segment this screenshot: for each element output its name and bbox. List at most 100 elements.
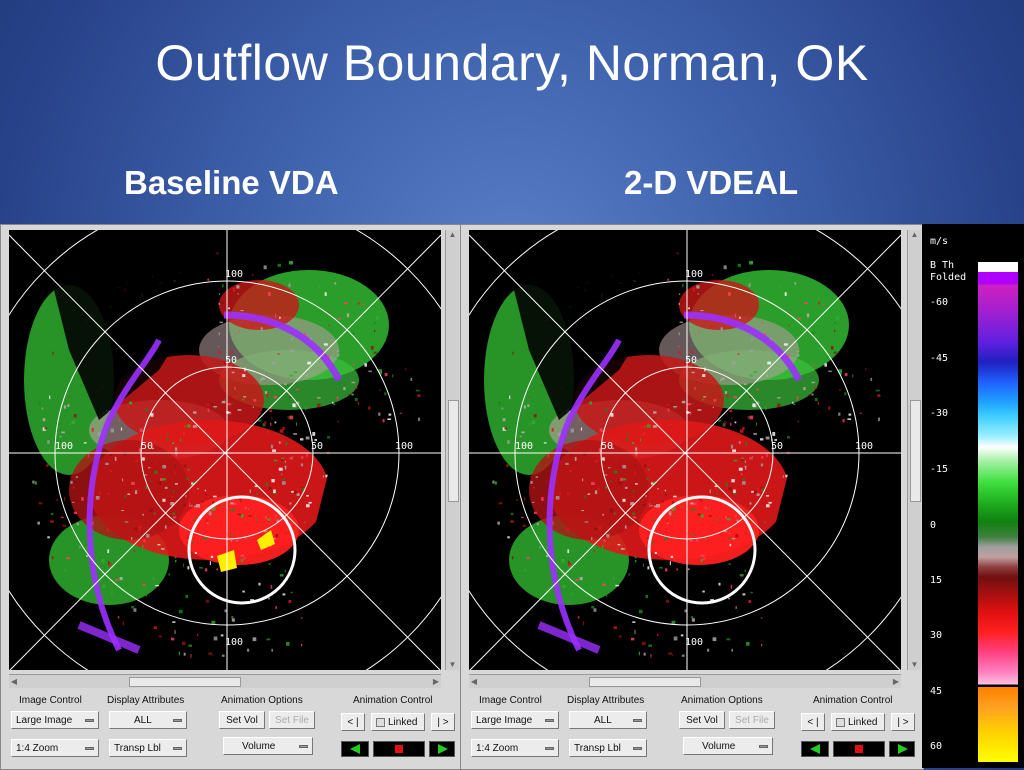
echo-speckle [741,457,745,459]
previous-frame-button[interactable]: < | [341,713,365,731]
right-vertical-scrollbar[interactable]: ▲ ▼ [907,230,921,670]
left-radar-display[interactable]: 100 50 100 50 50 100 100 [9,230,441,670]
next-frame-button[interactable]: | > [891,713,915,731]
echo-speckle [166,437,169,441]
left-vertical-scrollbar[interactable]: ▲ ▼ [445,230,459,670]
scroll-up-icon[interactable]: ▲ [910,230,919,239]
large-image-select[interactable]: Large Image [11,711,99,729]
echo-speckle [216,252,219,255]
set-vol-button[interactable]: Set Vol [219,711,265,729]
echo-speckle [731,361,736,365]
clear-air-region [759,420,901,670]
scroll-up-icon[interactable]: ▲ [448,230,457,239]
echo-speckle [692,287,696,292]
linked-toggle[interactable]: Linked [371,713,425,731]
echo-speckle [691,616,694,619]
echo-speckle [122,621,125,626]
scroll-thumb[interactable] [129,677,241,687]
echo-speckle [732,449,736,452]
echo-speckle [289,374,293,377]
folded-label-line2: Folded [930,272,967,283]
echo-speckle [568,560,570,565]
echo-speckle [835,351,839,353]
echo-speckle [32,480,35,484]
echo-speckle [249,489,251,493]
echo-speckle [644,426,646,428]
echo-speckle [252,274,254,277]
echo-speckle [669,561,671,566]
echo-speckle [765,406,767,411]
set-file-button[interactable]: Set File [729,711,775,729]
echo-speckle [693,502,697,505]
display-attribute-select[interactable]: ALL [569,711,647,729]
animation-options-label: Animation Options [221,695,303,706]
echo-speckle [166,433,169,435]
echo-speckle [848,413,852,416]
colorbar-tick: 45 [930,686,943,697]
echo-speckle [742,478,745,480]
label-mode-select[interactable]: Transp Lbl [109,739,187,757]
scroll-right-icon[interactable]: ▶ [432,677,440,686]
next-frame-button[interactable]: | > [431,713,455,731]
echo-speckle [370,346,374,350]
scroll-thumb[interactable] [589,677,701,687]
echo-speckle [766,504,770,508]
large-image-select[interactable]: Large Image [471,711,559,729]
colorbar-tick: 15 [930,575,943,586]
animation-mode-select[interactable]: Volume [223,737,313,755]
large-image-value: Large Image [476,715,533,726]
previous-frame-button[interactable]: < | [801,713,825,731]
linked-toggle[interactable]: Linked [831,713,885,731]
echo-speckle [803,387,806,391]
set-vol-button[interactable]: Set Vol [679,711,725,729]
echo-speckle [267,292,271,296]
echo-speckle [284,460,286,464]
play-forward-button[interactable] [889,741,915,757]
play-forward-button[interactable] [429,741,455,757]
echo-speckle [673,495,677,498]
echo-speckle [684,609,687,613]
echo-speckle [290,349,294,353]
echo-speckle [138,448,142,453]
display-attribute-select[interactable]: ALL [109,711,187,729]
left-horizontal-scrollbar[interactable]: ◀ ▶ [9,674,441,688]
stop-button[interactable] [373,741,425,757]
echo-speckle [681,400,686,404]
clear-air-region [9,230,209,420]
echo-speckle [724,530,728,533]
echo-speckle [204,568,208,572]
scroll-down-icon[interactable]: ▼ [910,660,919,669]
echo-speckle [95,496,100,500]
animation-mode-select[interactable]: Volume [683,737,773,755]
scroll-left-icon[interactable]: ◀ [10,677,18,686]
echo-speckle [720,532,723,537]
zoom-select[interactable]: 1:4 Zoom [471,739,559,757]
step-back-button[interactable] [341,741,369,757]
echo-speckle [187,469,190,471]
echo-speckle [86,555,89,557]
echo-speckle [285,441,288,446]
scroll-thumb[interactable] [910,400,921,502]
echo-speckle [555,496,560,500]
echo-speckle [218,293,221,295]
echo-speckle [739,316,741,319]
echo-speckle [145,593,148,597]
set-file-button[interactable]: Set File [269,711,315,729]
right-radar-display[interactable]: 100 50 100 50 50 100 100 [469,230,901,670]
echo-speckle [639,433,641,437]
left-panel-heading: Baseline VDA [124,164,339,201]
zoom-select[interactable]: 1:4 Zoom [11,739,99,757]
echo-speckle [59,435,62,438]
scroll-right-icon[interactable]: ▶ [892,677,900,686]
range-label: 100 [855,441,873,452]
scroll-left-icon[interactable]: ◀ [470,677,478,686]
stop-button[interactable] [833,741,885,757]
echo-speckle [277,263,281,267]
step-back-button[interactable] [801,741,829,757]
scroll-thumb[interactable] [448,400,459,502]
echo-speckle [724,421,727,425]
right-horizontal-scrollbar[interactable]: ◀ ▶ [469,674,901,688]
label-mode-select[interactable]: Transp Lbl [569,739,647,757]
echo-speckle [291,490,294,493]
scroll-down-icon[interactable]: ▼ [448,660,457,669]
